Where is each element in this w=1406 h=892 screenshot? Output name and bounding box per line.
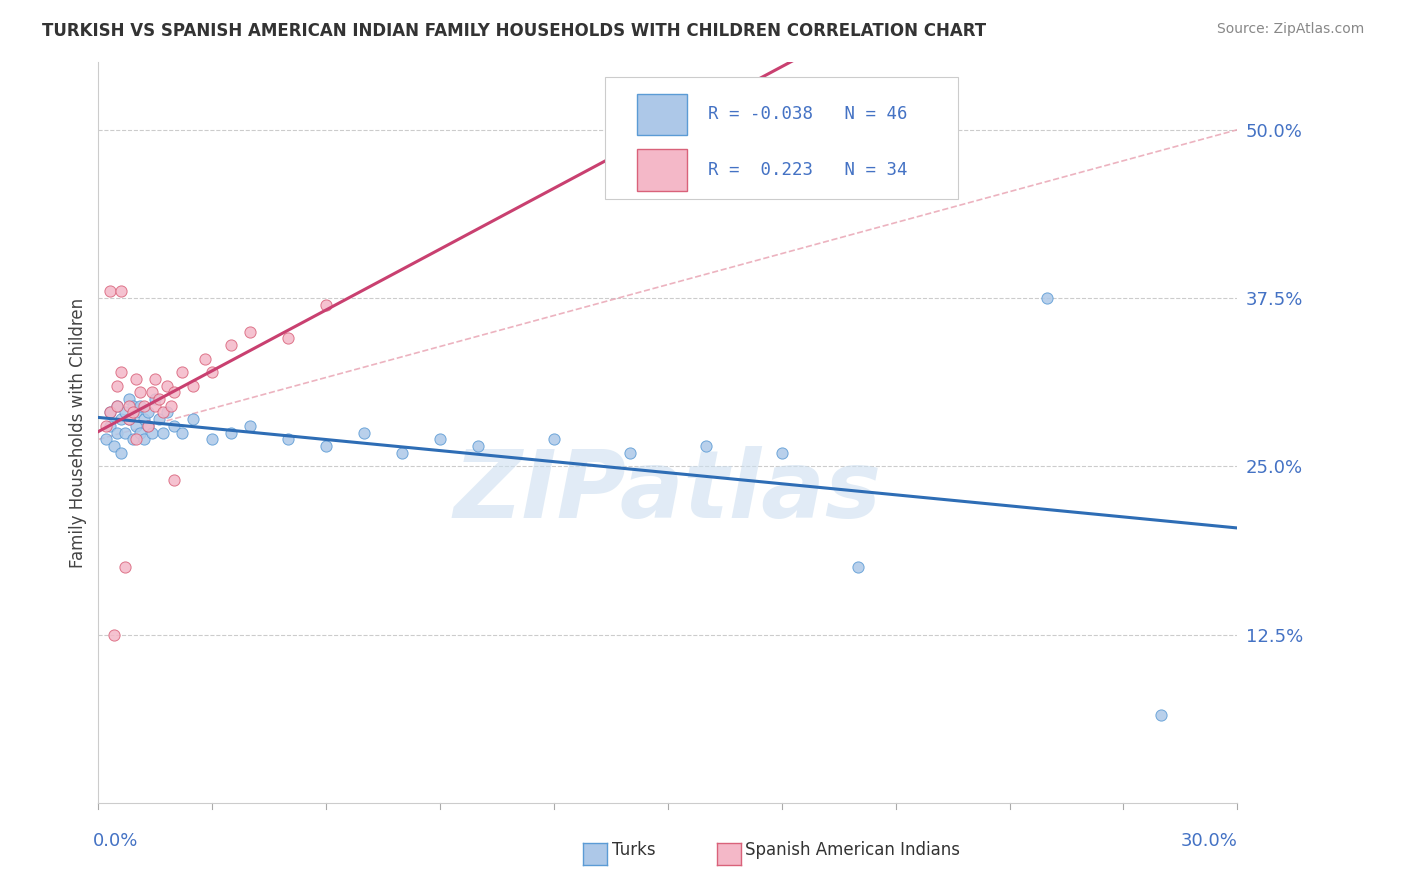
Point <box>141 385 163 400</box>
Point <box>110 365 132 379</box>
Point <box>121 433 143 447</box>
Text: Source: ZipAtlas.com: Source: ZipAtlas.com <box>1216 22 1364 37</box>
Point <box>770 446 793 460</box>
FancyBboxPatch shape <box>637 149 688 191</box>
Point <box>145 399 167 413</box>
Point <box>695 439 717 453</box>
Point <box>107 399 129 413</box>
Point <box>156 378 179 392</box>
Point <box>163 473 186 487</box>
Point <box>110 412 132 426</box>
Point <box>201 365 224 379</box>
Point <box>98 405 121 419</box>
Point <box>136 405 159 419</box>
Point <box>277 331 299 345</box>
Point <box>107 399 129 413</box>
Point <box>132 412 155 426</box>
Point <box>118 412 141 426</box>
Point <box>239 325 262 339</box>
Point <box>353 425 375 440</box>
Point <box>183 412 205 426</box>
FancyBboxPatch shape <box>605 78 959 200</box>
Point <box>125 433 148 447</box>
Point <box>1150 708 1173 723</box>
Point <box>221 425 243 440</box>
Text: R = -0.038   N = 46: R = -0.038 N = 46 <box>707 105 907 123</box>
Point <box>103 439 125 453</box>
Point <box>132 433 155 447</box>
Text: TURKISH VS SPANISH AMERICAN INDIAN FAMILY HOUSEHOLDS WITH CHILDREN CORRELATION C: TURKISH VS SPANISH AMERICAN INDIAN FAMIL… <box>42 22 986 40</box>
Point <box>194 351 217 366</box>
Point <box>118 392 141 406</box>
Point <box>156 405 179 419</box>
Point <box>201 433 224 447</box>
Point <box>129 385 152 400</box>
Point <box>136 418 159 433</box>
Point <box>429 433 451 447</box>
Point <box>107 425 129 440</box>
Point <box>132 399 155 413</box>
Point <box>121 405 143 419</box>
Point <box>98 285 121 299</box>
Point <box>98 405 121 419</box>
Text: ZIPatlas: ZIPatlas <box>454 446 882 538</box>
Point <box>467 439 489 453</box>
Text: R =  0.223   N = 34: R = 0.223 N = 34 <box>707 161 907 178</box>
Point <box>103 627 125 641</box>
Text: Spanish American Indians: Spanish American Indians <box>745 841 960 859</box>
Text: Turks: Turks <box>612 841 655 859</box>
Point <box>129 399 152 413</box>
Point <box>277 433 299 447</box>
Point <box>118 412 141 426</box>
Point <box>163 385 186 400</box>
Point <box>107 378 129 392</box>
FancyBboxPatch shape <box>637 94 688 135</box>
Point <box>159 399 181 413</box>
Point <box>1036 291 1059 305</box>
Point <box>619 446 641 460</box>
Point <box>221 338 243 352</box>
Point <box>125 372 148 386</box>
Point <box>148 412 170 426</box>
Point <box>94 433 117 447</box>
Text: 30.0%: 30.0% <box>1181 832 1237 850</box>
Point <box>183 378 205 392</box>
Point <box>110 285 132 299</box>
Point <box>239 418 262 433</box>
Point <box>152 405 174 419</box>
Y-axis label: Family Households with Children: Family Households with Children <box>69 298 87 567</box>
Point <box>125 418 148 433</box>
Text: 0.0%: 0.0% <box>93 832 138 850</box>
Point <box>163 418 186 433</box>
Point <box>145 372 167 386</box>
Point <box>114 425 136 440</box>
Point <box>152 425 174 440</box>
Point <box>98 418 121 433</box>
Point <box>114 560 136 574</box>
Point <box>148 392 170 406</box>
Point <box>170 425 193 440</box>
Point <box>846 560 869 574</box>
Point <box>136 418 159 433</box>
Point <box>315 439 337 453</box>
Point <box>315 298 337 312</box>
Point <box>391 446 413 460</box>
Point <box>125 405 148 419</box>
Point <box>145 392 167 406</box>
Point <box>110 446 132 460</box>
Point <box>141 425 163 440</box>
Point <box>114 405 136 419</box>
Point <box>543 433 565 447</box>
Point <box>118 399 141 413</box>
Point <box>170 365 193 379</box>
Point <box>121 399 143 413</box>
Point <box>94 418 117 433</box>
Point <box>129 425 152 440</box>
